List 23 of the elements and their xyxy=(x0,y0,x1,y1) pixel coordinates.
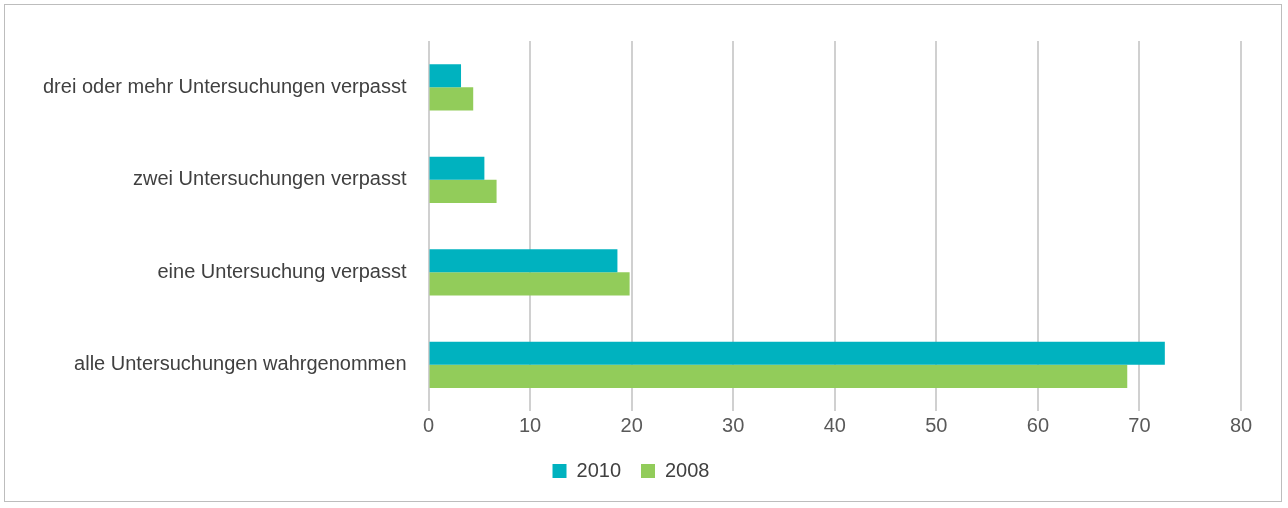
bar xyxy=(429,156,485,180)
bar xyxy=(429,341,1165,365)
y-tick-label: alle Untersuchungen wahrgenommen xyxy=(74,352,407,375)
x-tick-label: 0 xyxy=(422,413,435,436)
bar xyxy=(429,64,462,88)
x-tick-label: 70 xyxy=(1128,413,1151,436)
bar xyxy=(429,364,1128,388)
y-tick-label: eine Untersuchung verpasst xyxy=(157,259,407,282)
bar xyxy=(429,179,497,203)
bar xyxy=(429,272,630,296)
y-tick-label: zwei Untersuchungen verpasst xyxy=(133,167,407,190)
x-tick-label: 40 xyxy=(823,413,846,436)
bar xyxy=(429,249,618,273)
x-tick-label: 10 xyxy=(518,413,542,436)
x-tick-label: 80 xyxy=(1229,413,1253,436)
x-tick-label: 60 xyxy=(1026,413,1050,436)
legend-label: 2008 xyxy=(665,458,710,481)
bar xyxy=(429,87,474,111)
legend-label: 2010 xyxy=(576,458,622,481)
x-tick-label: 20 xyxy=(620,413,643,436)
y-tick-label: drei oder mehr Untersuchungen verpasst xyxy=(42,74,407,97)
x-tick-label: 30 xyxy=(722,413,745,436)
x-tick-label: 50 xyxy=(925,413,948,436)
